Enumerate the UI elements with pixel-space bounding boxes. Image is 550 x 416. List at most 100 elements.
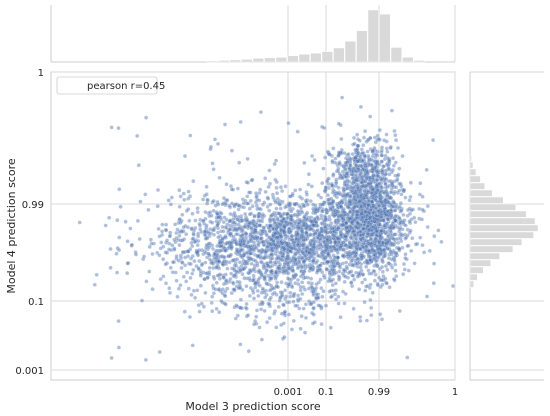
scatter-point xyxy=(255,261,260,266)
scatter-point xyxy=(387,261,392,266)
scatter-point xyxy=(374,262,379,267)
scatter-point xyxy=(253,229,258,235)
scatter-point xyxy=(159,240,164,245)
scatter-point xyxy=(269,246,274,251)
scatter-point xyxy=(202,229,207,234)
scatter-point xyxy=(381,278,386,283)
scatter-point xyxy=(268,260,273,265)
scatter-point xyxy=(337,171,342,176)
scatter-point xyxy=(136,163,141,168)
scatter-point xyxy=(184,232,189,237)
scatter-point xyxy=(378,196,383,201)
scatter-point xyxy=(374,169,379,174)
scatter-point xyxy=(161,257,166,262)
scatter-point xyxy=(380,264,385,270)
scatter-point xyxy=(290,223,295,229)
scatter-point xyxy=(269,276,274,281)
scatter-point xyxy=(436,228,441,233)
scatter-point xyxy=(243,211,248,217)
top-hist-bar xyxy=(344,40,356,63)
scatter-point xyxy=(353,190,358,195)
scatter-point xyxy=(202,277,207,282)
scatter-point xyxy=(325,193,330,198)
scatter-point xyxy=(240,228,245,233)
scatter-point xyxy=(310,153,315,159)
scatter-point xyxy=(302,223,307,228)
scatter-point xyxy=(237,203,242,208)
scatter-point xyxy=(146,207,151,212)
scatter-point xyxy=(382,223,387,228)
scatter-point xyxy=(222,255,227,260)
scatter-point xyxy=(195,243,200,248)
scatter-point xyxy=(358,154,363,159)
scatter-point xyxy=(186,286,191,291)
scatter-point xyxy=(228,184,234,189)
scatter-point xyxy=(290,234,295,239)
scatter-point xyxy=(297,306,302,311)
scatter-point xyxy=(356,151,361,156)
scatter-point xyxy=(314,285,319,291)
scatter-point xyxy=(305,236,310,241)
scatter-point xyxy=(278,206,283,211)
scatter-point xyxy=(292,291,297,296)
scatter-point xyxy=(258,110,263,115)
scatter-point xyxy=(313,211,318,216)
scatter-point xyxy=(362,300,367,305)
scatter-point xyxy=(303,315,309,320)
scatter-point xyxy=(377,137,382,142)
scatter-point xyxy=(273,242,278,248)
scatter-point xyxy=(242,239,247,244)
scatter-point xyxy=(212,251,217,256)
scatter-point xyxy=(321,202,326,207)
scatter-point xyxy=(187,218,192,223)
scatter-point xyxy=(232,287,237,292)
scatter-point xyxy=(366,153,371,158)
scatter-point xyxy=(117,248,122,253)
scatter-point xyxy=(362,153,367,158)
scatter-point xyxy=(384,212,389,217)
scatter-point xyxy=(417,192,422,197)
scatter-point xyxy=(251,296,257,301)
scatter-point xyxy=(304,230,309,235)
scatter-point xyxy=(269,237,274,242)
scatter-point xyxy=(340,253,345,259)
scatter-point xyxy=(216,287,221,292)
scatter-point xyxy=(311,245,316,250)
scatter-point xyxy=(364,169,370,174)
scatter-point xyxy=(179,229,185,234)
scatter-point xyxy=(377,246,382,251)
scatter-point xyxy=(319,213,324,218)
scatter-point xyxy=(389,223,394,228)
scatter-point xyxy=(343,200,349,205)
scatter-point xyxy=(289,209,294,214)
scatter-point xyxy=(323,187,328,192)
scatter-point xyxy=(238,342,243,347)
scatter-point xyxy=(329,183,335,188)
scatter-point xyxy=(380,269,385,274)
scatter-point xyxy=(389,189,395,195)
y-tick-label: 0.001 xyxy=(15,366,44,377)
scatter-point xyxy=(314,220,319,225)
scatter-point xyxy=(342,210,347,215)
scatter-point xyxy=(385,229,390,234)
scatter-point xyxy=(241,205,247,210)
scatter-point xyxy=(195,210,200,215)
scatter-point xyxy=(347,206,352,211)
scatter-point xyxy=(370,290,375,295)
scatter-point xyxy=(425,224,430,230)
scatter-point xyxy=(266,196,271,201)
scatter-point xyxy=(217,310,222,315)
scatter-point xyxy=(379,188,384,193)
scatter-point xyxy=(354,246,359,251)
scatter-point xyxy=(320,294,325,299)
scatter-point xyxy=(407,198,412,203)
scatter-point xyxy=(307,262,312,267)
scatter-point xyxy=(252,322,257,327)
top-hist-grid xyxy=(287,5,456,62)
scatter-point xyxy=(392,278,397,283)
scatter-point xyxy=(353,155,358,160)
scatter-point xyxy=(167,286,172,291)
scatter-point xyxy=(323,215,328,220)
scatter-point xyxy=(422,250,427,255)
scatter-point xyxy=(249,226,254,231)
